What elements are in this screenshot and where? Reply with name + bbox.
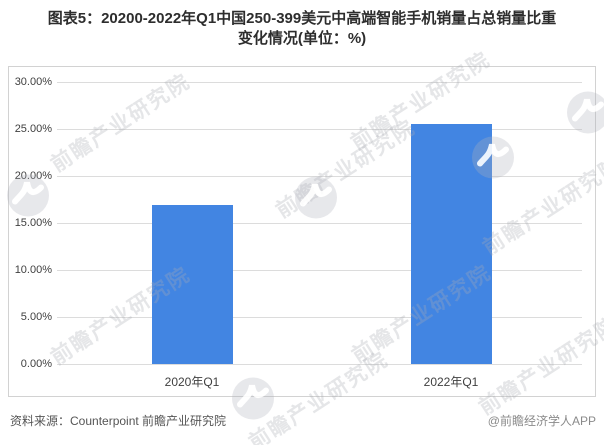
gridline-25: [57, 129, 582, 130]
gridline-15: [57, 223, 582, 224]
gridline-0: [57, 364, 582, 365]
bar-2022年Q1: [411, 124, 492, 364]
y-axis-tick-label: 5.00%: [20, 311, 52, 323]
footer: 资料来源：Counterpoint 前瞻产业研究院 @前瞻经济学人APP: [10, 412, 596, 429]
chart-title: 图表5：20200-2022年Q1中国250-399美元中高端智能手机销量占总销…: [0, 9, 604, 49]
gridline-10: [57, 270, 582, 271]
x-axis-tick-label: 2022年Q1: [423, 375, 479, 389]
bar-2020年Q1: [152, 205, 233, 364]
y-axis-tick-label: 15.00%: [14, 217, 52, 229]
y-axis-tick-label: 20.00%: [14, 170, 52, 182]
y-axis-tick-label: 10.00%: [14, 264, 52, 276]
x-axis-tick-label: 2020年Q1: [164, 375, 220, 389]
gridline-5: [57, 317, 582, 318]
chart-title-line2: 变化情况(单位：%): [237, 30, 367, 47]
y-axis-tick-label: 30.00%: [14, 76, 52, 88]
credit-note: @前瞻经济学人APP: [487, 414, 596, 428]
gridline-30: [57, 82, 582, 83]
plot-frame: [8, 66, 596, 397]
gridline-20: [57, 176, 582, 177]
y-axis-tick-label: 0.00%: [20, 358, 52, 370]
y-axis-tick-label: 25.00%: [14, 123, 52, 135]
source-note: 资料来源：Counterpoint 前瞻产业研究院: [10, 414, 227, 428]
chart-title-line1: 图表5：20200-2022年Q1中国250-399美元中高端智能手机销量占总销…: [47, 10, 557, 27]
